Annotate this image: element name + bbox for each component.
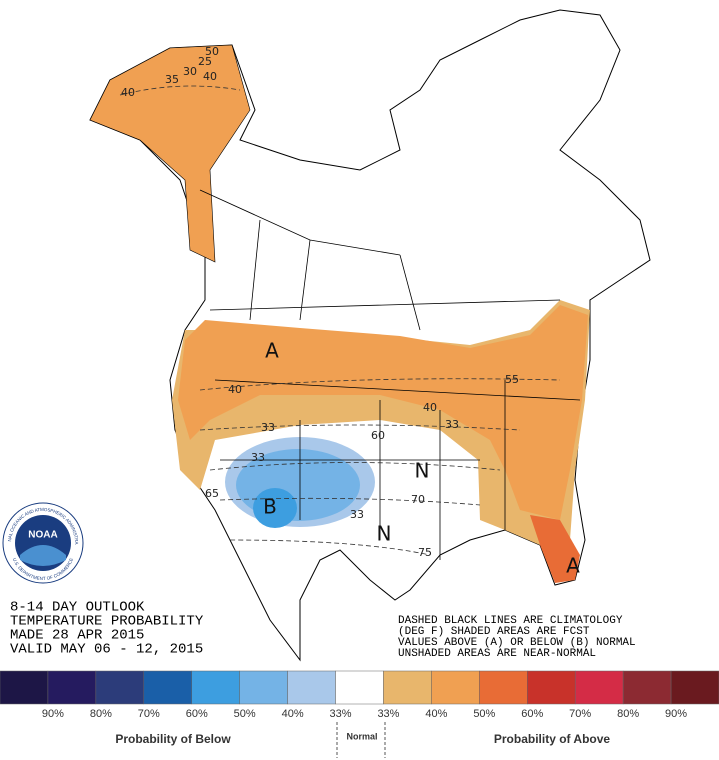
- legend-label: 80%: [617, 708, 639, 720]
- map-label: 33: [261, 421, 275, 434]
- legend-swatch: [574, 670, 624, 705]
- map-label: 40: [423, 401, 437, 414]
- legend-swatch: [383, 670, 432, 705]
- legend-label: 40%: [425, 708, 447, 720]
- legend-swatch: [622, 670, 672, 705]
- legend-above-title: Probability of Above: [494, 732, 611, 746]
- climatology-lines: [119, 85, 561, 556]
- header-line: 8-14 DAY OUTLOOK: [10, 600, 145, 616]
- legend-label: 90%: [42, 708, 64, 720]
- above-50-area: [530, 515, 580, 583]
- header-line: MADE 28 APR 2015: [10, 628, 144, 644]
- legend-normal-title: Normal: [346, 731, 377, 741]
- map-label: 35: [165, 73, 179, 86]
- header-line: TEMPERATURE PROBABILITY: [10, 614, 204, 630]
- legend-label: 33%: [330, 708, 352, 720]
- map-label: N: [415, 459, 430, 483]
- note-line: UNSHADED AREAS ARE NEAR-NORMAL: [398, 648, 596, 660]
- map-label: 65: [205, 487, 219, 500]
- legend-swatch: [0, 670, 49, 705]
- map-label: 33: [445, 418, 459, 431]
- legend-swatch: [95, 670, 145, 705]
- legend-label: 80%: [90, 708, 112, 720]
- above-alaska-area: [89, 44, 251, 263]
- legend-swatch: [479, 670, 528, 705]
- note-line: VALUES ABOVE (A) OR BELOW (B) NORMAL: [398, 637, 636, 649]
- borders: [199, 189, 581, 560]
- legend-swatch: [527, 670, 576, 705]
- legend-label: 60%: [521, 708, 543, 720]
- map-label: 50: [205, 45, 219, 58]
- below-50-area: [253, 488, 297, 528]
- legend-label: 70%: [569, 708, 591, 720]
- note-line: DASHED BLACK LINES ARE CLIMATOLOGY: [398, 615, 623, 627]
- map-label: 40: [203, 70, 217, 83]
- legend-label: 40%: [282, 708, 304, 720]
- legend-swatch: [431, 670, 480, 705]
- note-line: (DEG F) SHADED AREAS ARE FCST: [398, 626, 590, 638]
- map-label: 75: [418, 546, 432, 559]
- logo-text: NOAA: [28, 530, 57, 541]
- map-label: A: [566, 554, 580, 578]
- map-label: A: [265, 339, 279, 363]
- legend-below-title: Probability of Below: [115, 732, 231, 746]
- map-label: 40: [121, 86, 135, 99]
- above-40-area: [178, 305, 588, 520]
- map-label: 40: [228, 383, 242, 396]
- map-label: 70: [411, 493, 425, 506]
- header-line: VALID MAY 06 - 12, 2015: [10, 642, 203, 658]
- legend-swatch: [143, 670, 192, 705]
- map-label: 33: [251, 451, 265, 464]
- map-label: 60: [371, 429, 385, 442]
- notes: DASHED BLACK LINES ARE CLIMATOLOGY (DEG …: [398, 615, 636, 660]
- map-label: B: [263, 495, 277, 519]
- legend-label: 60%: [186, 708, 208, 720]
- map-label: 33: [350, 508, 364, 521]
- legend-label: 33%: [377, 708, 399, 720]
- legend-swatch: [287, 670, 336, 705]
- legend-swatch: [670, 670, 719, 705]
- map-label: N: [377, 522, 392, 546]
- legend-swatch: [191, 670, 240, 705]
- legend-label: 90%: [665, 708, 687, 720]
- legend-swatch: [47, 670, 97, 705]
- legend-label: 50%: [473, 708, 495, 720]
- legend-label: 50%: [234, 708, 256, 720]
- header: 8-14 DAY OUTLOOK TEMPERATURE PROBABILITY…: [10, 600, 204, 658]
- map-label: 25: [198, 55, 212, 68]
- legend-label: 70%: [138, 708, 160, 720]
- logo-wave: [20, 545, 66, 566]
- map-label: 55: [505, 373, 519, 386]
- logo-ring-top: NATIONAL OCEANIC AND ATMOSPHERIC ADMINIS…: [0, 0, 79, 545]
- legend-swatch: [239, 670, 288, 705]
- map-label: 30: [183, 65, 197, 78]
- legend-swatch: [335, 670, 384, 705]
- logo-ring-text: NATIONAL OCEANIC AND ATMOSPHERIC ADMINIS…: [0, 0, 79, 545]
